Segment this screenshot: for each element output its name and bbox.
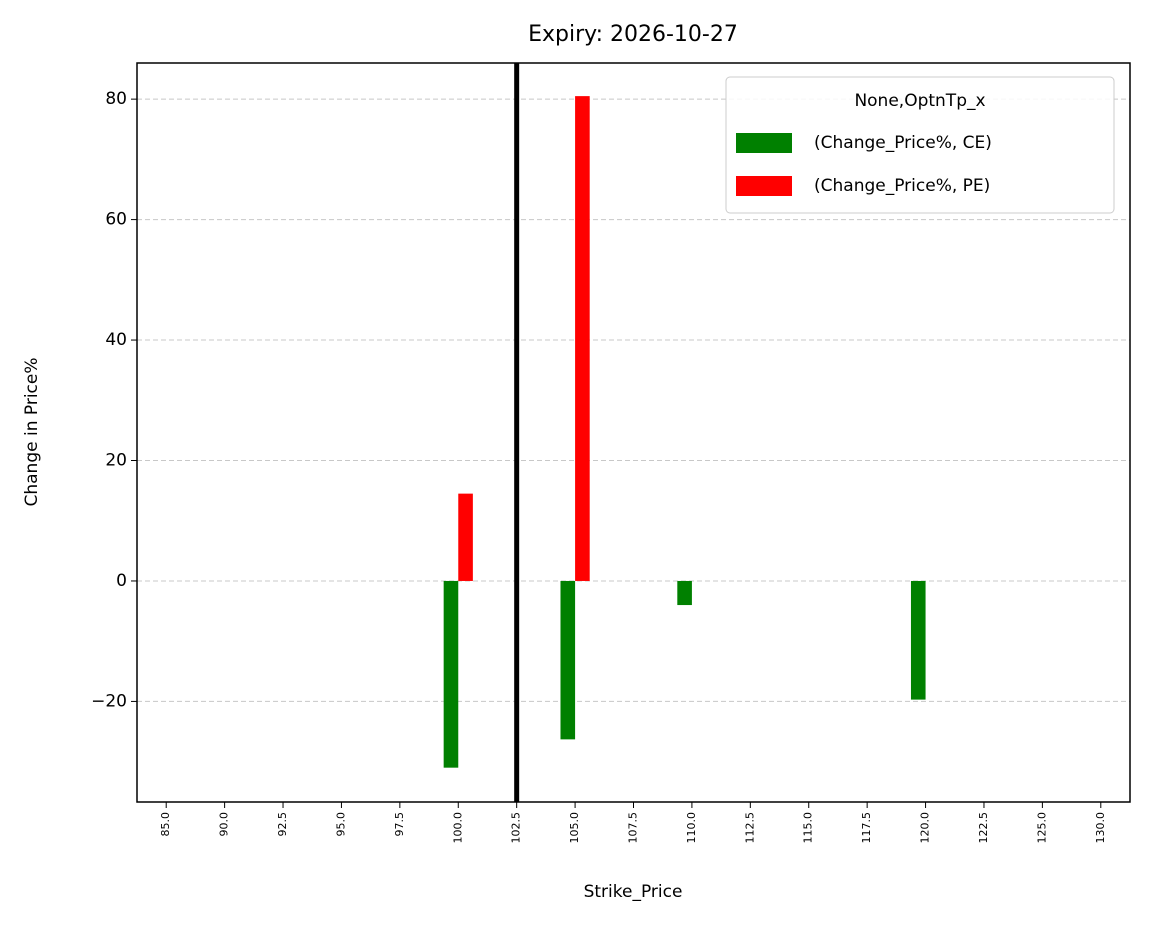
legend-swatch (736, 176, 792, 196)
x-tick-label: 112.5 (743, 812, 756, 844)
bar (458, 493, 473, 581)
x-tick-label: 110.0 (685, 812, 698, 844)
x-tick-label: 85.0 (159, 812, 172, 837)
x-tick-label: 107.5 (627, 812, 640, 844)
x-tick-label: 105.0 (568, 812, 581, 844)
x-tick-label: 95.0 (334, 812, 347, 837)
bar (910, 580, 926, 700)
bar (575, 96, 590, 581)
y-tick-label: 20 (105, 451, 127, 471)
bar (560, 580, 576, 740)
x-tick-label: 92.5 (276, 812, 289, 837)
chart-title: Expiry: 2026-10-27 (528, 22, 738, 47)
y-tick-label: 40 (105, 330, 127, 350)
y-tick-label: 80 (105, 89, 127, 109)
legend-swatch (736, 133, 792, 153)
x-tick-label: 117.5 (860, 812, 873, 844)
plot-frame (136, 62, 1131, 803)
bar (677, 580, 692, 606)
x-tick-label: 125.0 (1035, 812, 1048, 844)
y-axis-label: Change in Price% (22, 357, 42, 506)
legend-label: (Change_Price%, PE) (814, 176, 990, 196)
x-axis-label: Strike_Price (584, 882, 683, 902)
x-tick-label: 97.5 (393, 812, 406, 837)
x-tick-label: 102.5 (510, 812, 523, 844)
x-tick-label: 122.5 (977, 812, 990, 844)
x-tick-label: 130.0 (1094, 812, 1107, 844)
legend-title: None,OptnTp_x (854, 91, 985, 111)
bar (443, 580, 459, 768)
x-tick-label: 115.0 (802, 812, 815, 844)
x-tick-label: 100.0 (451, 812, 464, 844)
x-tick-label: 90.0 (218, 812, 231, 837)
y-tick-label: 0 (116, 571, 127, 591)
legend-box (725, 76, 1115, 214)
y-tick-label: 60 (105, 210, 127, 230)
y-tick-label: −20 (91, 691, 127, 711)
x-tick-label: 120.0 (919, 812, 932, 844)
legend-label: (Change_Price%, CE) (814, 133, 992, 153)
